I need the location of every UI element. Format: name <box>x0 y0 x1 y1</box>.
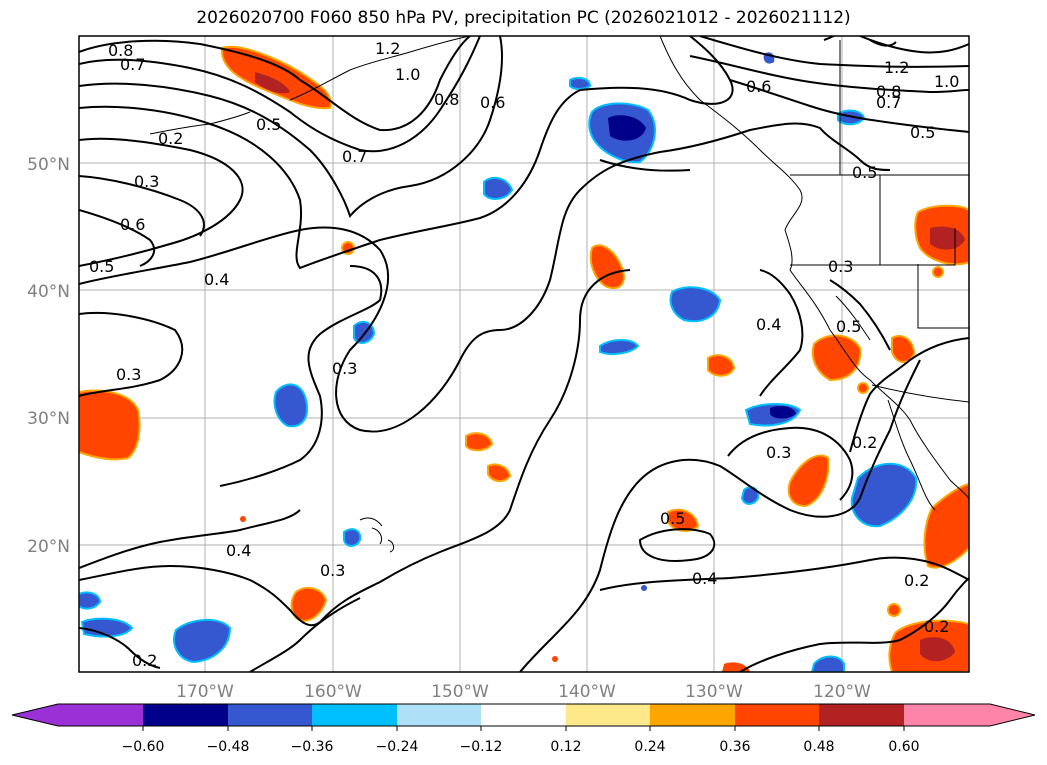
contour-label: 0.2 <box>904 571 929 590</box>
map-title: 2026020700 F060 850 hPa PV, precipitatio… <box>196 8 851 28</box>
contour-label: 0.3 <box>766 443 791 462</box>
colorbar-outline <box>11 703 1036 727</box>
lat-label: 50°N <box>27 155 70 175</box>
colorbar-tick: −0.60 <box>122 739 165 755</box>
contour-label: 0.2 <box>132 651 157 670</box>
map-frame <box>78 35 970 673</box>
contour-label: 0.5 <box>910 123 935 142</box>
contour-label: 0.4 <box>756 315 781 334</box>
lon-label: 150°W <box>431 682 489 702</box>
contour-label: 0.5 <box>660 509 685 528</box>
colorbar-segment <box>12 704 143 726</box>
colorbar-tick: 0.12 <box>550 739 581 755</box>
lon-label: 130°W <box>685 682 743 702</box>
lat-label: 30°N <box>27 409 70 429</box>
contour-label: 0.5 <box>256 115 281 134</box>
lon-label: 160°W <box>304 682 362 702</box>
lon-label: 140°W <box>558 682 616 702</box>
colorbar-segment <box>650 704 735 726</box>
colorbar-segment <box>312 704 397 726</box>
colorbar-tick: 0.24 <box>634 739 665 755</box>
contour-label: 0.3 <box>134 172 159 191</box>
contour-label: 0.6 <box>480 93 505 112</box>
contour-label: 0.8 <box>434 90 459 109</box>
contour-label: 0.2 <box>158 129 183 148</box>
colorbar-tick: 0.36 <box>719 739 750 755</box>
colorbar-segment <box>566 704 650 726</box>
contour-label: 0.5 <box>836 317 861 336</box>
contour-label: 0.7 <box>876 93 901 112</box>
colorbar-segment <box>735 704 819 726</box>
colorbar-tick: 0.48 <box>803 739 834 755</box>
precip-blobs-negative <box>79 52 918 672</box>
contour-label: 0.2 <box>924 617 949 636</box>
contour-label: 0.4 <box>204 270 229 289</box>
contour-label: 0.6 <box>746 77 771 96</box>
contour-labels: 0.8 0.7 1.2 1.0 0.2 0.5 0.8 0.6 0.7 0.6 … <box>89 39 959 670</box>
precip-blobs-positive <box>79 45 969 672</box>
lon-label: 170°W <box>176 682 234 702</box>
contour-label: 1.2 <box>375 39 400 58</box>
contour-label: 0.2 <box>852 433 877 452</box>
latitude-labels: 50°N 40°N 30°N 20°N <box>27 155 70 557</box>
contour-label: 0.4 <box>692 569 717 588</box>
contour-label: 0.8 <box>876 82 901 101</box>
contour-label: 0.5 <box>852 163 877 182</box>
contour-label: 0.3 <box>320 561 345 580</box>
colorbar-segment <box>819 704 904 726</box>
colorbar-tick: −0.36 <box>291 739 334 755</box>
contour-label: 0.4 <box>226 541 251 560</box>
contour-label: 1.2 <box>884 58 909 77</box>
contour-label: 0.8 <box>108 41 133 60</box>
contour-label: 1.0 <box>934 72 959 91</box>
lon-label: 120°W <box>813 682 871 702</box>
contour-label: 0.7 <box>120 55 145 74</box>
contour-label: 0.3 <box>828 257 853 276</box>
colorbar-tick: −0.48 <box>207 739 250 755</box>
contour-label: 0.6 <box>120 215 145 234</box>
coastlines <box>149 36 969 553</box>
colorbar-segment <box>228 704 312 726</box>
contour-label: 0.3 <box>116 365 141 384</box>
contour-label: 0.5 <box>89 257 114 276</box>
colorbar-tick: −0.24 <box>376 739 419 755</box>
lat-label: 20°N <box>27 537 70 557</box>
contour-label: 1.0 <box>395 65 420 84</box>
colorbar-segment <box>143 704 228 726</box>
colorbar-segment <box>904 704 1035 726</box>
colorbar-segment <box>481 704 566 726</box>
contour-label: 0.3 <box>332 359 357 378</box>
colorbar-tick: −0.12 <box>460 739 503 755</box>
pv-contours <box>79 36 969 672</box>
colorbar: −0.60 −0.48 −0.36 −0.24 −0.12 0.12 0.24 … <box>11 703 1036 755</box>
longitude-labels: 170°W 160°W 150°W 140°W 130°W 120°W <box>176 682 871 702</box>
contour-label: 0.7 <box>342 147 367 166</box>
colorbar-tick: 0.60 <box>888 739 919 755</box>
lat-label: 40°N <box>27 282 70 302</box>
colorbar-segment <box>397 704 481 726</box>
